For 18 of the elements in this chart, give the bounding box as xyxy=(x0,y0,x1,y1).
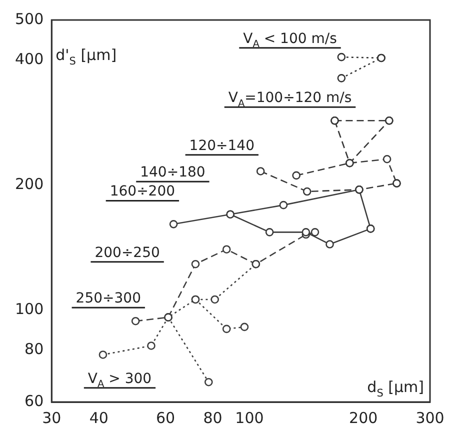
x-tick-label: 100 xyxy=(235,408,264,427)
x-tick-label: 30 xyxy=(42,408,62,427)
y-tick-label: 100 xyxy=(14,300,44,318)
x-tick-label: 60 xyxy=(156,408,176,427)
y-tick-label: 80 xyxy=(24,340,44,358)
x-tick-label: 80 xyxy=(203,408,222,427)
x-tick-label: 200 xyxy=(349,408,378,427)
y-tick-label: 60 xyxy=(24,392,44,410)
x-tick-label: 40 xyxy=(89,408,108,427)
annotation: 140÷180 xyxy=(140,164,206,181)
annotation: 120÷140 xyxy=(189,138,254,154)
y-tick-label: 500 xyxy=(14,10,44,28)
y-tick-label: 400 xyxy=(14,50,44,68)
y-tick-label: 200 xyxy=(14,174,44,193)
annotation: 160÷200 xyxy=(110,184,176,200)
x-tick-label: 300 xyxy=(416,408,444,427)
annotation: 200÷250 xyxy=(94,244,160,261)
annotation: 250÷300 xyxy=(76,290,141,307)
